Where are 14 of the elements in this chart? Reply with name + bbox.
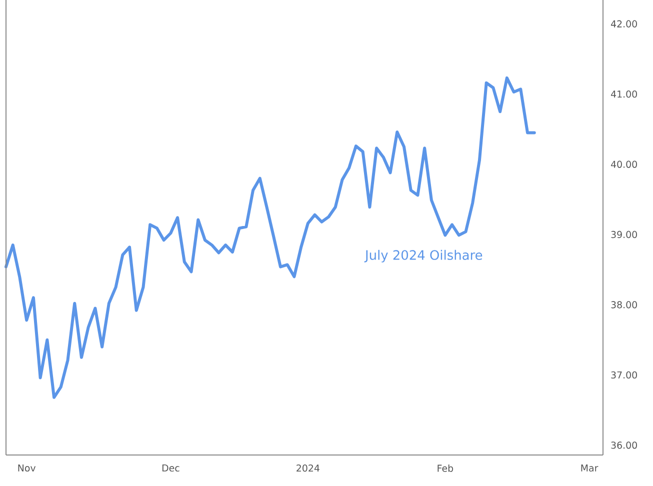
y-tick-label: 40.00 — [610, 160, 637, 168]
y-tick-label: 37.00 — [611, 371, 637, 379]
x-tick-label: Dec — [162, 464, 180, 472]
y-tick-label: 42.00 — [610, 20, 637, 28]
series-label: July 2024 Oilshare — [364, 250, 482, 262]
y-tick-label: 38.00 — [611, 301, 637, 308]
y-tick-label: 36.00 — [611, 442, 637, 449]
x-tick-label: 2024 — [296, 464, 320, 472]
x-tick-label: Feb — [438, 464, 454, 472]
y-tick-label: 41.00 — [610, 90, 637, 98]
x-tick-label: Mar — [581, 464, 598, 472]
y-tick-label: 39.00 — [611, 230, 637, 238]
x-tick-label: Nov — [18, 464, 36, 472]
line-series — [4, 76, 536, 399]
